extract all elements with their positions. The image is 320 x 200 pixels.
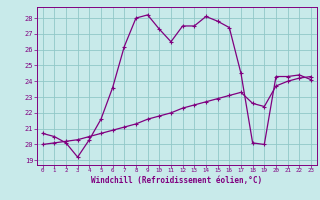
X-axis label: Windchill (Refroidissement éolien,°C): Windchill (Refroidissement éolien,°C) [91, 176, 262, 185]
